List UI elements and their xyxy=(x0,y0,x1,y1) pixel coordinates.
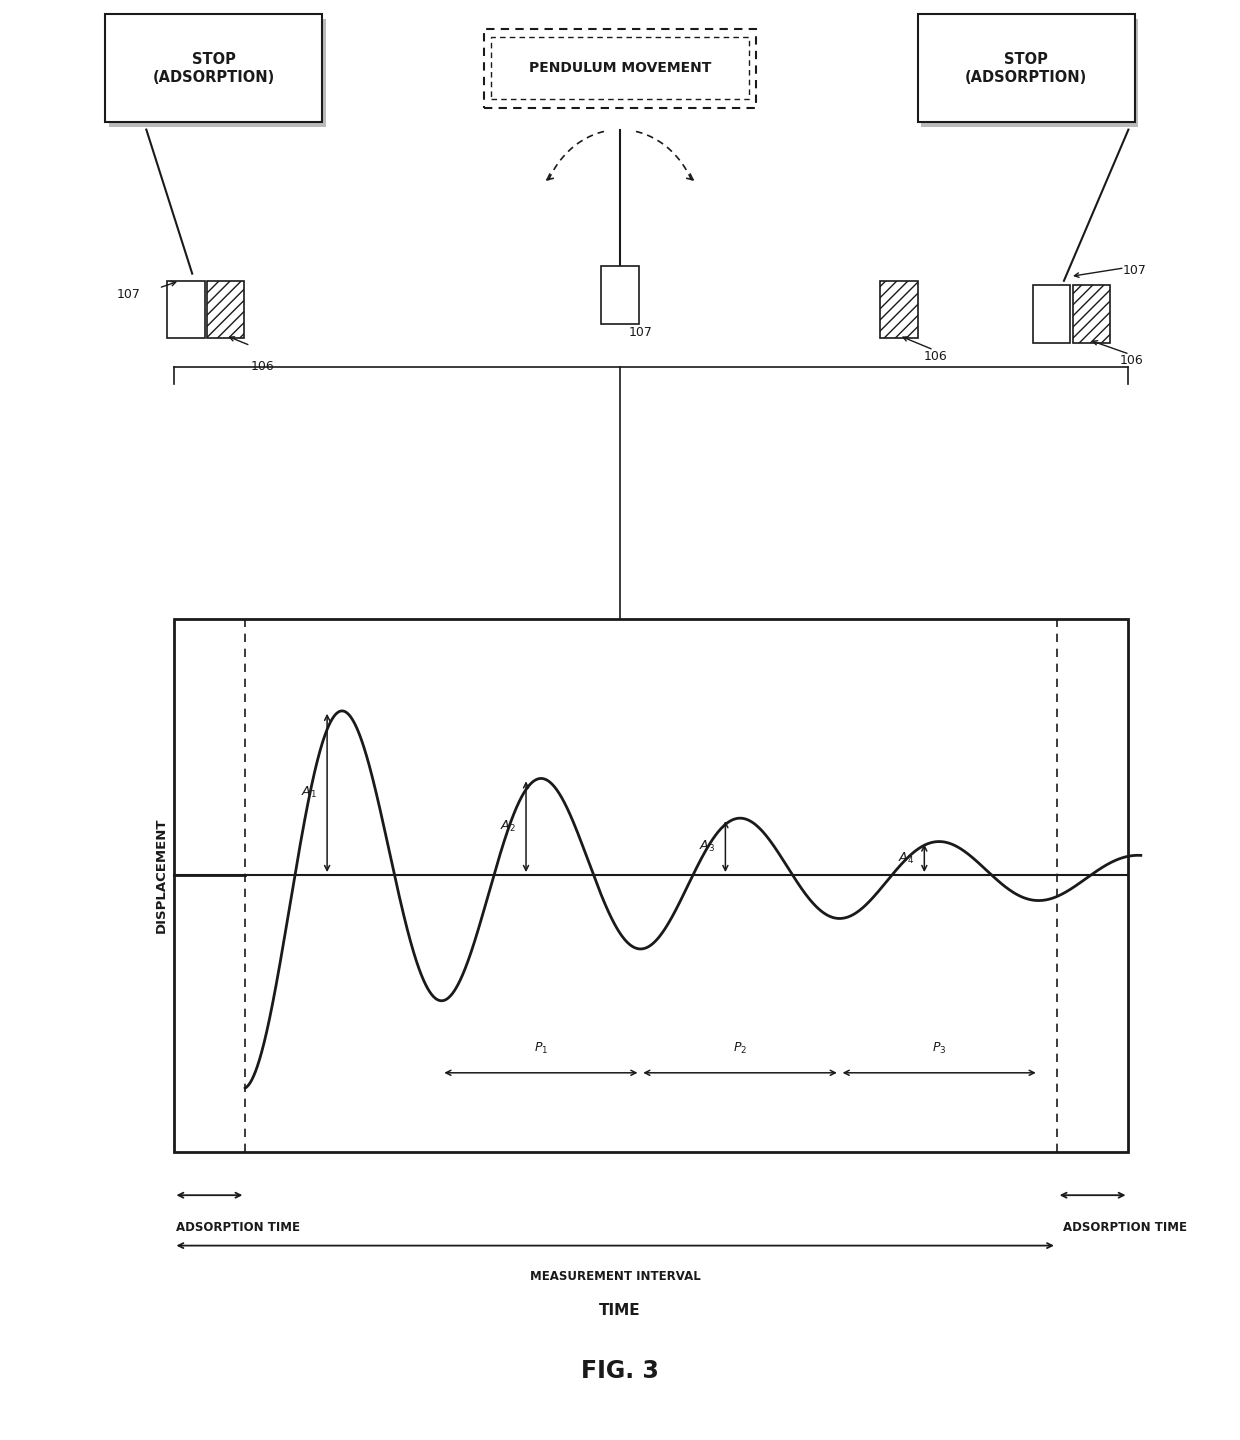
Text: $P_2$: $P_2$ xyxy=(733,1041,748,1056)
Text: $A_3$: $A_3$ xyxy=(699,840,715,854)
Text: $A_1$: $A_1$ xyxy=(301,785,317,801)
Bar xyxy=(1073,285,1110,343)
Bar xyxy=(880,281,918,338)
Text: FIG. 3: FIG. 3 xyxy=(582,1359,658,1382)
Bar xyxy=(167,281,205,338)
Text: PENDULUM MOVEMENT: PENDULUM MOVEMENT xyxy=(528,62,712,75)
Text: $P_3$: $P_3$ xyxy=(932,1041,946,1056)
Bar xyxy=(601,266,639,324)
Bar xyxy=(484,29,756,108)
Bar xyxy=(105,14,322,122)
Text: STOP
(ADSORPTION): STOP (ADSORPTION) xyxy=(153,52,275,85)
Text: 106: 106 xyxy=(924,350,947,363)
Text: $P_1$: $P_1$ xyxy=(533,1041,548,1056)
Text: ADSORPTION TIME: ADSORPTION TIME xyxy=(1063,1221,1187,1234)
Text: STOP
(ADSORPTION): STOP (ADSORPTION) xyxy=(965,52,1087,85)
Text: $A_4$: $A_4$ xyxy=(898,851,914,865)
Text: $A_2$: $A_2$ xyxy=(500,819,516,834)
Bar xyxy=(174,619,1128,1152)
Text: 107: 107 xyxy=(117,288,140,301)
Bar xyxy=(921,19,1138,127)
Bar xyxy=(491,37,749,99)
Text: DISPLACEMENT: DISPLACEMENT xyxy=(155,816,167,933)
Text: 106: 106 xyxy=(250,360,274,373)
Text: TIME: TIME xyxy=(599,1303,641,1318)
Text: 106: 106 xyxy=(1120,354,1143,367)
Bar xyxy=(109,19,326,127)
Text: 107: 107 xyxy=(629,325,652,338)
Bar xyxy=(207,281,244,338)
Bar xyxy=(918,14,1135,122)
Text: MEASUREMENT INTERVAL: MEASUREMENT INTERVAL xyxy=(529,1270,701,1283)
Bar xyxy=(1033,285,1070,343)
Text: ADSORPTION TIME: ADSORPTION TIME xyxy=(176,1221,300,1234)
Text: 107: 107 xyxy=(1122,264,1146,276)
